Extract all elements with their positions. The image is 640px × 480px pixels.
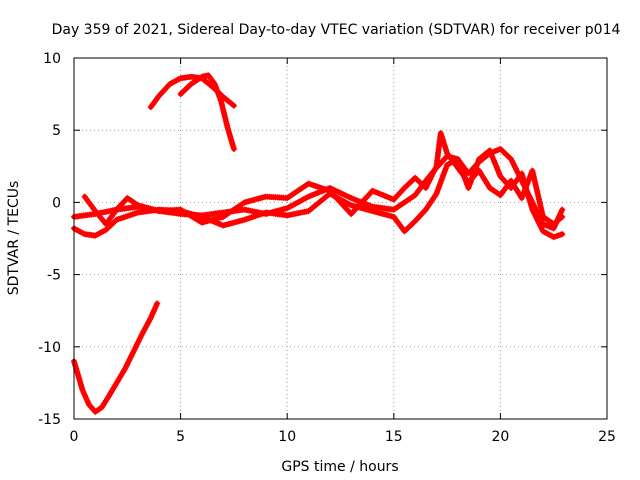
x-tick-label: 5 — [176, 429, 185, 445]
y-tick-label: 10 — [43, 51, 61, 67]
series-markers — [81, 130, 566, 228]
y-tick-label: 5 — [52, 123, 61, 139]
series-track-mid-c — [81, 130, 566, 228]
y-tick-label: -15 — [38, 412, 61, 428]
plot-area — [71, 72, 566, 415]
chart-title: Day 359 of 2021, Sidereal Day-to-day VTE… — [52, 22, 621, 38]
series-track-low-descent — [71, 300, 161, 415]
plot-frame — [73, 57, 608, 420]
y-tick-label: -5 — [47, 268, 61, 284]
grid-lines — [74, 58, 607, 419]
series-markers — [177, 72, 237, 152]
x-tick-label: 10 — [278, 429, 296, 445]
axis-ticks: 0 5 10 15 20 25 -15 -10 -5 0 5 10 — [38, 51, 616, 445]
x-tick-label: 15 — [385, 429, 403, 445]
y-tick-label: -10 — [38, 340, 61, 356]
x-tick-label: 25 — [598, 429, 616, 445]
x-tick-label: 0 — [70, 429, 79, 445]
series-track-high-arc-b — [177, 72, 237, 152]
x-tick-label: 20 — [491, 429, 509, 445]
x-axis-label: GPS time / hours — [281, 459, 398, 475]
y-tick-label: 0 — [52, 195, 61, 211]
y-axis-label: SDTVAR / TECUs — [6, 181, 22, 296]
